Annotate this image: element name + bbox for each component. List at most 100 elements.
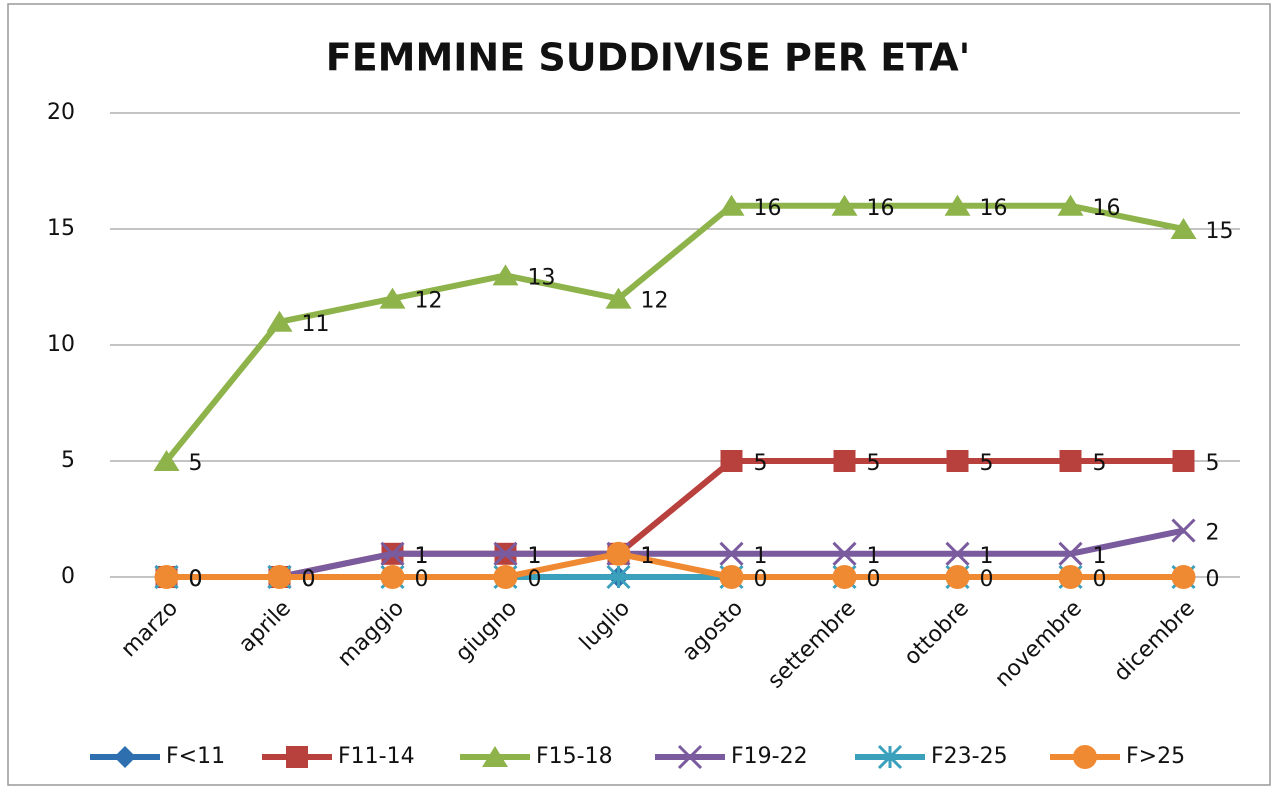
marker-shape — [380, 541, 405, 566]
marker — [1170, 218, 1197, 239]
marker-shape — [379, 287, 406, 309]
marker — [719, 541, 744, 566]
marker — [1058, 565, 1083, 589]
marker — [945, 565, 970, 589]
data-label: 12 — [641, 289, 669, 314]
marker — [493, 565, 518, 589]
marker — [380, 541, 405, 566]
marker-shape — [1172, 450, 1195, 472]
data-label: 1 — [867, 544, 881, 569]
data-label: 1 — [528, 544, 542, 569]
legend-label: F19-22 — [731, 744, 808, 769]
marker — [606, 541, 631, 566]
legend-label: F>25 — [1126, 744, 1185, 769]
marker — [718, 194, 745, 216]
data-label: 1 — [641, 544, 655, 569]
marker-shape — [493, 565, 518, 589]
marker-shape — [1171, 518, 1196, 543]
marker — [1073, 745, 1097, 769]
marker-shape — [1170, 218, 1197, 239]
y-tick-label: 0 — [61, 564, 75, 589]
series-line — [166, 527, 1185, 580]
marker-shape — [832, 565, 857, 589]
data-label: 0 — [867, 567, 881, 592]
marker — [1171, 518, 1196, 543]
marker — [945, 541, 970, 566]
marker-shape — [944, 194, 971, 216]
data-label: 13 — [528, 265, 556, 290]
marker — [832, 541, 857, 566]
data-label: 0 — [754, 567, 768, 592]
marker — [153, 450, 180, 471]
marker — [1057, 194, 1084, 216]
marker-shape — [833, 450, 856, 472]
data-label: 0 — [1093, 567, 1107, 592]
marker-shape — [945, 565, 970, 589]
marker-shape — [266, 310, 293, 332]
y-tick-label: 20 — [47, 100, 75, 125]
marker-shape — [482, 746, 508, 767]
data-label: 16 — [1093, 196, 1121, 221]
data-label: 16 — [980, 196, 1008, 221]
marker-shape — [677, 744, 703, 770]
data-label: 0 — [1206, 567, 1220, 592]
marker — [944, 194, 971, 216]
chart-title: FEMMINE SUDDIVISE PER ETA' — [326, 36, 971, 80]
marker-shape — [114, 746, 136, 768]
marker-shape — [946, 450, 969, 472]
data-label: 12 — [415, 289, 443, 314]
y-tick-label: 15 — [47, 216, 75, 241]
series-line — [164, 202, 1185, 463]
marker-shape — [719, 541, 744, 566]
data-label: 0 — [302, 567, 316, 592]
data-label: 5 — [189, 451, 203, 476]
marker — [605, 287, 632, 309]
data-label: 16 — [867, 196, 895, 221]
marker-shape — [1059, 450, 1082, 472]
marker-shape — [1057, 194, 1084, 216]
data-label: 11 — [302, 312, 330, 337]
marker — [286, 746, 308, 768]
marker-shape — [945, 541, 970, 566]
legend-label: F11-14 — [338, 744, 415, 769]
data-label: 1 — [754, 544, 768, 569]
marker — [720, 450, 743, 472]
marker-shape — [718, 194, 745, 216]
marker-shape — [153, 450, 180, 471]
legend-label: F15-18 — [536, 744, 613, 769]
marker — [877, 744, 903, 770]
marker — [1059, 450, 1082, 472]
marker — [606, 564, 631, 590]
data-label: 5 — [980, 451, 994, 476]
marker-shape — [832, 541, 857, 566]
marker — [946, 450, 969, 472]
marker-shape — [492, 264, 519, 286]
chart-frame — [7, 3, 1271, 786]
marker — [719, 565, 744, 589]
marker-shape — [720, 450, 743, 472]
marker-shape — [1058, 565, 1083, 589]
marker-shape — [1058, 541, 1083, 566]
marker-shape — [154, 565, 179, 589]
data-label: 16 — [754, 196, 782, 221]
marker — [154, 565, 179, 589]
marker-shape — [1171, 565, 1196, 589]
marker-shape — [831, 194, 858, 216]
marker — [833, 450, 856, 472]
data-label: 0 — [415, 567, 429, 592]
marker — [832, 565, 857, 589]
marker-shape — [1073, 745, 1097, 769]
marker — [482, 746, 508, 767]
marker-shape — [493, 541, 518, 566]
data-label: 0 — [980, 567, 994, 592]
marker-shape — [286, 746, 308, 768]
data-label: 5 — [1206, 451, 1220, 476]
marker — [677, 744, 703, 770]
marker — [1172, 450, 1195, 472]
marker — [1171, 565, 1196, 589]
data-label: 0 — [528, 567, 542, 592]
data-label: 2 — [1206, 521, 1220, 546]
data-label: 1 — [1093, 544, 1107, 569]
data-label: 15 — [1206, 219, 1234, 244]
